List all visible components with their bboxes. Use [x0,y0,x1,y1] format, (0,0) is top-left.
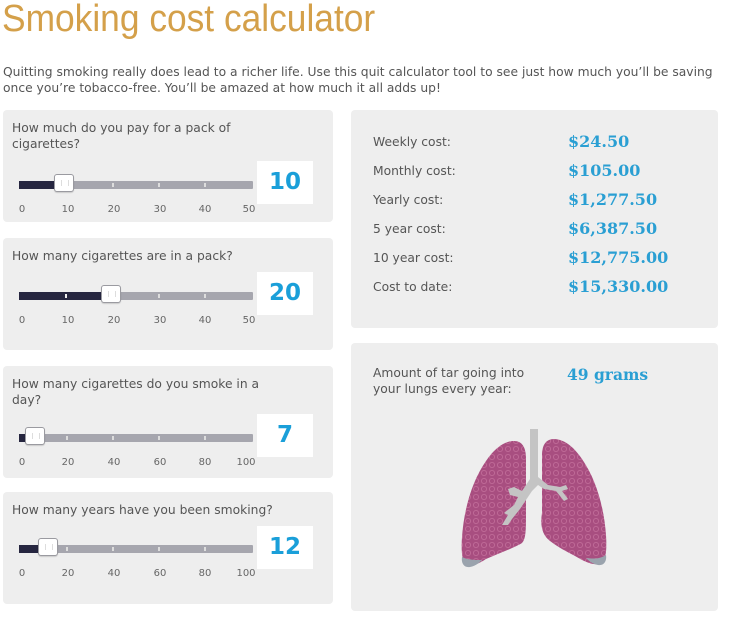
slider-fill [19,545,43,553]
lungs-icon [461,429,607,568]
slider-tick [66,547,68,551]
years-slider[interactable] [19,538,253,556]
slider-thumb[interactable] [54,174,74,192]
scale-label: 20 [61,568,75,579]
result-value: $15,330.00 [568,277,669,296]
scale-label: 60 [153,457,167,468]
scale-label: 0 [18,457,26,468]
scale-label: 100 [236,457,256,468]
intro-text: Quitting smoking really does lead to a r… [3,65,713,95]
scale-label: 0 [18,568,26,579]
pack-size-slider[interactable] [19,285,253,303]
slider-scale: 0 10 20 30 40 50 [18,204,256,218]
scale-label: 20 [61,457,75,468]
result-value: $24.50 [568,132,630,151]
slider-tick [158,183,160,187]
slider-track[interactable] [19,181,253,189]
result-value: $12,775.00 [568,248,669,267]
slider-thumb[interactable] [25,427,45,445]
result-label: 10 year cost: [373,251,454,265]
scale-label: 100 [236,568,256,579]
result-label: Cost to date: [373,280,453,294]
slider-track[interactable] [19,545,253,553]
question-label: How many cigarettes do you smoke in a da… [12,377,260,407]
input-panel-pack-price: How much do you pay for a pack of cigare… [3,110,333,222]
scale-label: 0 [18,204,26,215]
tar-value: 49 grams [567,365,649,384]
input-panel-years: How many years have you been smoking? 0 … [3,492,333,604]
scale-label: 10 [61,204,75,215]
scale-label: 50 [242,204,256,215]
scale-label: 20 [107,315,121,326]
input-panel-pack-size: How many cigarettes are in a pack? 0 10 … [3,238,333,350]
slider-tick [65,294,67,298]
slider-tick [204,547,206,551]
slider-tick [112,436,114,440]
per-day-slider[interactable] [19,427,253,445]
result-monthly: Monthly cost: $105.00 [373,161,713,183]
years-value[interactable]: 12 [257,526,313,569]
scale-label: 40 [198,204,212,215]
tar-label: Amount of tar going into your lungs ever… [373,366,525,396]
result-label: Monthly cost: [373,164,456,178]
slider-tick [158,436,160,440]
slider-scale: 0 20 40 60 80 100 [18,568,256,582]
scale-label: 80 [198,568,212,579]
pack-price-value[interactable]: 10 [257,161,313,204]
scale-label: 0 [18,315,26,326]
results-panel: Weekly cost: $24.50 Monthly cost: $105.0… [351,110,718,328]
slider-tick [204,294,206,298]
slider-thumb[interactable] [101,285,121,303]
result-weekly: Weekly cost: $24.50 [373,132,713,154]
scale-label: 60 [153,568,167,579]
result-value: $1,277.50 [568,190,658,209]
slider-tick [158,294,160,298]
question-label: How much do you pay for a pack of cigare… [12,121,231,151]
result-yearly: Yearly cost: $1,277.50 [373,190,713,212]
question-label: How many years have you been smoking? [12,503,273,517]
scale-label: 40 [107,457,121,468]
slider-tick [112,183,114,187]
slider-tick [112,547,114,551]
slider-tick [204,436,206,440]
slider-track[interactable] [19,292,253,300]
result-value: $105.00 [568,161,641,180]
page-title: Smoking cost calculator [2,0,376,40]
slider-fill [19,434,27,442]
result-10-year: 10 year cost: $12,775.00 [373,248,713,270]
slider-track[interactable] [19,434,253,442]
scale-label: 40 [107,568,121,579]
slider-scale: 0 10 20 30 40 50 [18,315,256,329]
input-panel-per-day: How many cigarettes do you smoke in a da… [3,366,333,478]
tar-panel: Amount of tar going into your lungs ever… [351,343,718,611]
scale-label: 80 [198,457,212,468]
question-label: How many cigarettes are in a pack? [12,249,233,263]
result-value: $6,387.50 [568,219,658,238]
scale-label: 40 [198,315,212,326]
pack-size-value[interactable]: 20 [257,272,313,315]
result-label: Yearly cost: [373,193,444,207]
scale-label: 10 [61,315,75,326]
slider-tick [204,183,206,187]
per-day-value[interactable]: 7 [257,414,313,457]
slider-thumb[interactable] [38,538,58,556]
slider-scale: 0 20 40 60 80 100 [18,457,256,471]
result-label: Weekly cost: [373,135,451,149]
scale-label: 50 [242,315,256,326]
slider-fill [19,181,62,189]
result-5-year: 5 year cost: $6,387.50 [373,219,713,241]
slider-tick [66,436,68,440]
scale-label: 20 [107,204,121,215]
pack-price-slider[interactable] [19,174,253,192]
result-to-date: Cost to date: $15,330.00 [373,277,713,299]
slider-tick [158,547,160,551]
result-label: 5 year cost: [373,222,446,236]
scale-label: 30 [153,315,167,326]
slider-fill [19,292,109,300]
scale-label: 30 [153,204,167,215]
